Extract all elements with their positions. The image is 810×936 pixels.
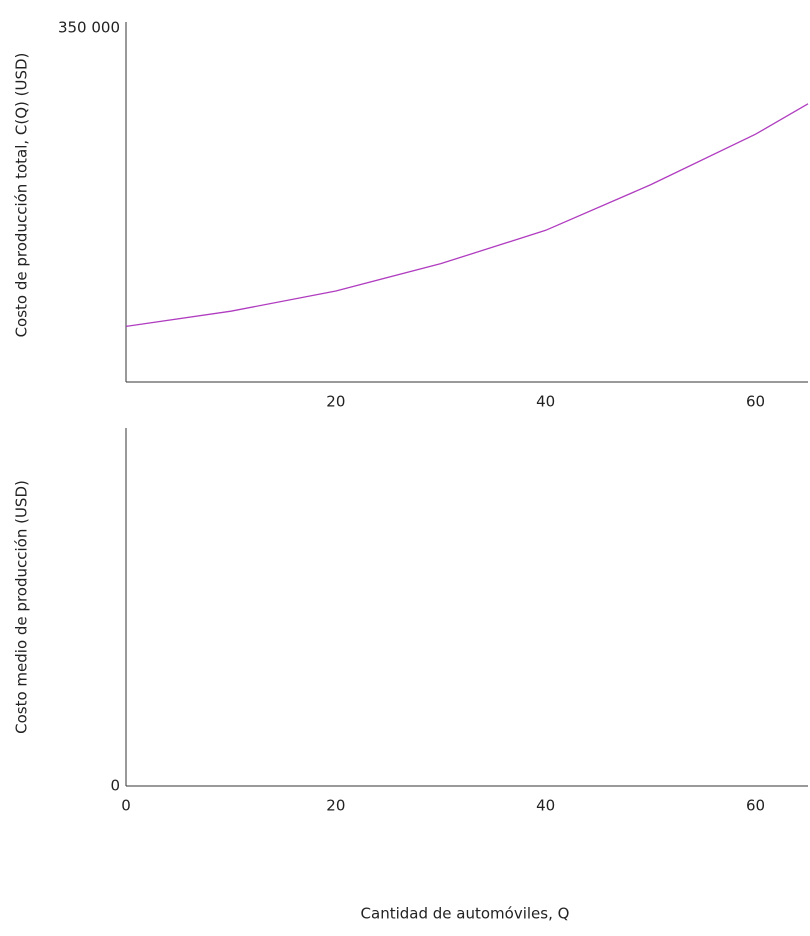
x-axis-label: Cantidad de automóviles, Q bbox=[361, 905, 570, 923]
y-axis-label: Costo medio de producción (USD) bbox=[13, 480, 31, 734]
y-tick-label: 350 000 bbox=[58, 19, 120, 37]
x-tick-label: 60 bbox=[746, 393, 765, 411]
y-tick-label: 0 bbox=[110, 777, 120, 795]
x-tick-label: 60 bbox=[746, 797, 765, 815]
x-tick-label: 40 bbox=[536, 797, 555, 815]
y-axis-label: Costo de producción total, C(Q) (USD) bbox=[13, 53, 31, 338]
x-tick-label: 40 bbox=[536, 393, 555, 411]
x-tick-label: 0 bbox=[121, 797, 131, 815]
x-tick-label: 20 bbox=[326, 393, 345, 411]
cost-curve bbox=[125, 103, 809, 328]
x-tick-label: 20 bbox=[326, 797, 345, 815]
